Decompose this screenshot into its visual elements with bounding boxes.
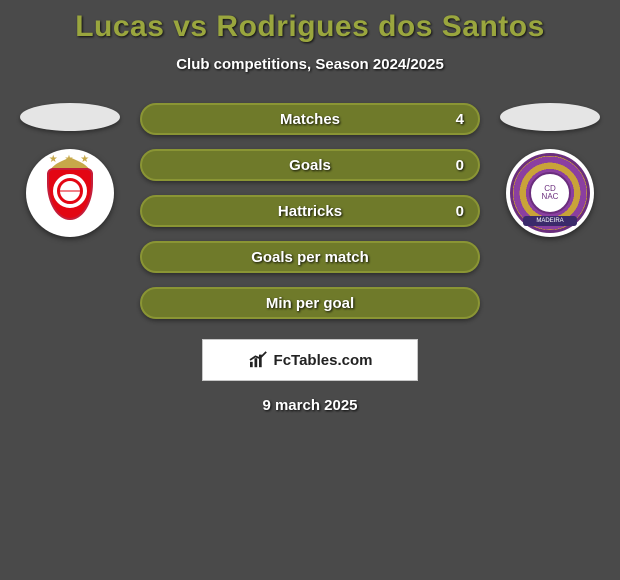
right-player-avatar-placeholder [500, 103, 600, 131]
right-club-badge: CDNAC MADEIRA [506, 149, 594, 237]
stat-row-goals: Goals 0 [140, 149, 480, 181]
content-row: ★ ★ ★ Matches 4 Goals 0 Hattricks 0 [0, 103, 620, 319]
subtitle: Club competitions, Season 2024/2025 [0, 56, 620, 73]
stat-value-left: 4 [456, 111, 464, 128]
left-player-avatar-placeholder [20, 103, 120, 131]
date-text: 9 march 2025 [0, 397, 620, 414]
page-title: Lucas vs Rodrigues dos Santos [0, 10, 620, 44]
stat-label: Matches [280, 111, 340, 128]
chart-icon [248, 351, 270, 369]
stat-label: Min per goal [266, 295, 354, 312]
stat-value-left: 0 [456, 203, 464, 220]
stat-row-matches: Matches 4 [140, 103, 480, 135]
left-club-badge: ★ ★ ★ [26, 149, 114, 237]
stat-row-goals-per-match: Goals per match [140, 241, 480, 273]
nacional-crest-icon: CDNAC MADEIRA [510, 153, 590, 233]
stat-row-min-per-goal: Min per goal [140, 287, 480, 319]
left-player-column: ★ ★ ★ [20, 103, 120, 237]
comparison-widget: Lucas vs Rodrigues dos Santos Club compe… [0, 0, 620, 414]
brand-link[interactable]: FcTables.com [202, 339, 418, 381]
brand-text: FcTables.com [274, 352, 373, 369]
stat-label: Goals [289, 157, 331, 174]
stats-column: Matches 4 Goals 0 Hattricks 0 Goals per … [140, 103, 480, 319]
stat-value-left: 0 [456, 157, 464, 174]
stat-label: Hattricks [278, 203, 342, 220]
right-player-column: CDNAC MADEIRA [500, 103, 600, 237]
stat-row-hattricks: Hattricks 0 [140, 195, 480, 227]
benfica-crest-icon: ★ ★ ★ [35, 158, 105, 228]
stat-label: Goals per match [251, 249, 369, 266]
